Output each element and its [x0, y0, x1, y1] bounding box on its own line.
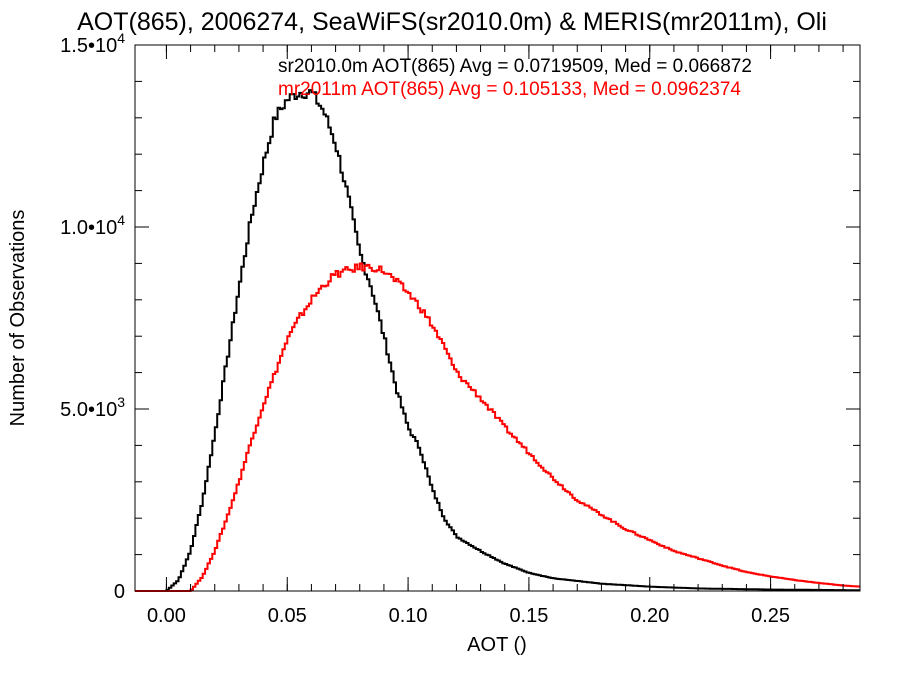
series-line-sr2010.0m: [135, 89, 860, 592]
chart-title: AOT(865), 2006274, SeaWiFS(sr2010.0m) & …: [77, 8, 827, 36]
axes-layer: 0.00 0.05 0.10 0.15 0.20 0.25 0 5.0•103 1.0•104 1…: [60, 30, 860, 627]
x-tick-label: 0.15: [509, 605, 548, 627]
x-tick-label: 0.20: [630, 605, 669, 627]
x-tick-label: 0.00: [147, 605, 186, 627]
y-tick-label: 5.0•103: [60, 394, 125, 421]
series-layer: [135, 89, 860, 592]
x-tick-label: 0.10: [389, 605, 428, 627]
plot-frame: [134, 44, 861, 592]
x-axis-label: AOT (): [467, 634, 527, 656]
legend-entry-sr2010: sr2010.0m AOT(865) Avg = 0.0719509, Med …: [278, 56, 752, 77]
y-tick-label: 0: [114, 581, 125, 603]
series-line-mr2011m: [135, 262, 860, 592]
y-tick-label: 1.0•104: [60, 212, 125, 239]
x-tick-label: 0.25: [751, 605, 790, 627]
y-axis-label: Number of Observations: [7, 210, 29, 427]
x-tick-label: 0.05: [268, 605, 307, 627]
legend-entry-mr2011: mr2011m AOT(865) Avg = 0.105133, Med = 0…: [278, 79, 741, 100]
y-tick-label: 1.5•104: [60, 30, 125, 57]
